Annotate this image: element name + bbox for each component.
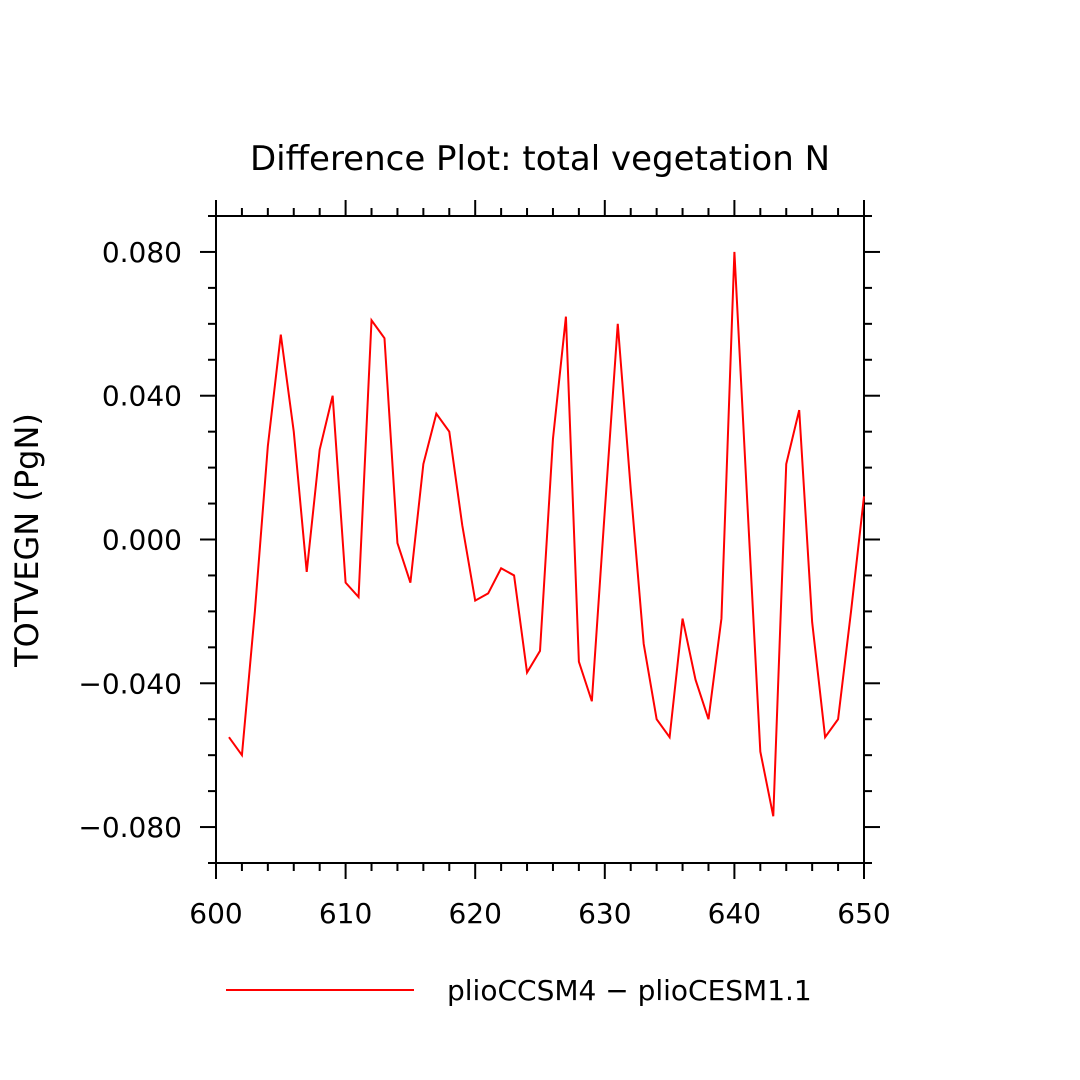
- plot-frame: [215, 215, 865, 864]
- x-tick-label: 630: [578, 897, 631, 930]
- x-tick-label: 620: [448, 897, 501, 930]
- x-tick-label: 640: [708, 897, 761, 930]
- y-tick-label: −0.040: [78, 667, 182, 700]
- x-tick-label: 600: [189, 897, 242, 930]
- y-tick-label: 0.080: [102, 236, 182, 269]
- y-axis-label: TOTVEGN (PgN): [8, 413, 46, 668]
- series-group: [228, 251, 865, 817]
- axis-ticks: [200, 200, 880, 879]
- legend-label: plioCCSM4 − plioCESM1.1: [447, 974, 812, 1007]
- tick-labels: 600 610 620 630 640 650 0.080 0.040 0.000 −0.040 −…: [78, 236, 890, 930]
- y-tick-label: −0.080: [78, 811, 182, 844]
- series-line-0: [228, 251, 865, 817]
- chart-title: Difference Plot: total vegetation N: [250, 139, 830, 179]
- y-tick-label: 0.000: [102, 524, 182, 557]
- y-tick-label: 0.040: [102, 380, 182, 413]
- x-tick-label: 610: [319, 897, 372, 930]
- x-tick-label: 650: [837, 897, 890, 930]
